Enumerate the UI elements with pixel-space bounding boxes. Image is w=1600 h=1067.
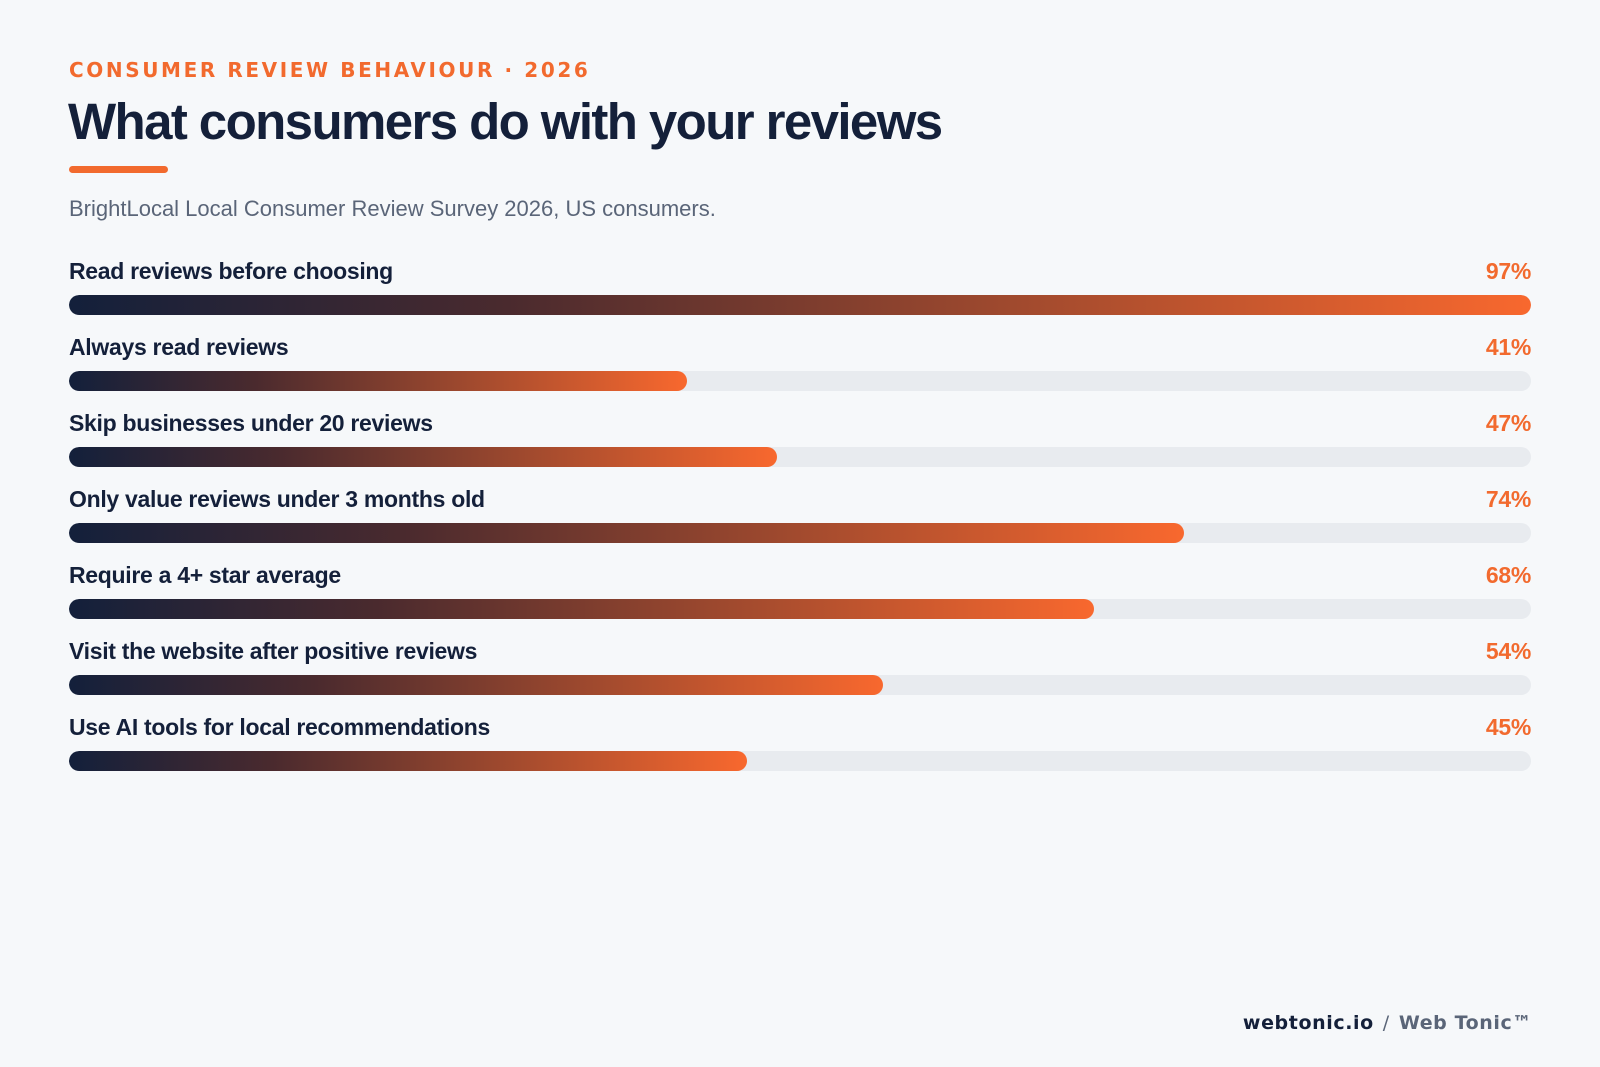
bar-label: Always read reviews xyxy=(69,334,289,360)
bar-row: Visit the website after positive reviews… xyxy=(69,636,1531,696)
footer-credit: webtonic.io / Web Tonic™ xyxy=(1243,1012,1532,1034)
chart-subtitle: BrightLocal Local Consumer Review Survey… xyxy=(69,196,716,221)
bar-label: Skip businesses under 20 reviews xyxy=(69,410,433,436)
bar-label: Only value reviews under 3 months old xyxy=(69,486,485,512)
bar-label: Read reviews before choosing xyxy=(69,258,393,284)
bar-value-label: 45% xyxy=(1485,714,1531,740)
bar-track xyxy=(69,371,1531,391)
bar-track xyxy=(69,675,1531,695)
bar-chart: Read reviews before choosing 97% Always re… xyxy=(69,0,1531,1067)
footer-domain[interactable]: webtonic.io xyxy=(1242,1012,1374,1034)
bar-row: Always read reviews 41% xyxy=(69,332,1531,392)
bar-track xyxy=(69,599,1531,619)
bar-row: Use AI tools for local recommendations 45… xyxy=(69,712,1531,772)
bar-track xyxy=(69,295,1531,315)
footer-brand: Web Tonic™ xyxy=(1398,1012,1532,1034)
bar-row: Read reviews before choosing 97% xyxy=(69,256,1531,316)
bar-value-label: 74% xyxy=(1485,486,1531,512)
bar-value-label: 54% xyxy=(1485,638,1531,664)
bar-fill xyxy=(69,523,1185,543)
bar-row: Require a 4+ star average 68% xyxy=(69,560,1531,620)
bar-track xyxy=(69,523,1531,543)
bar-track xyxy=(69,751,1531,771)
bar-fill xyxy=(69,295,1531,315)
bar-fill xyxy=(69,751,748,771)
bar-value-label: 47% xyxy=(1485,410,1531,436)
title-accent-rule xyxy=(69,166,168,173)
bar-fill xyxy=(69,371,687,391)
bar-fill xyxy=(69,447,778,467)
bar-fill xyxy=(69,675,883,695)
bar-fill xyxy=(69,599,1094,619)
bar-label: Use AI tools for local recommendations xyxy=(69,714,491,740)
footer-separator: / xyxy=(1382,1012,1390,1034)
eyebrow-label: CONSUMER REVIEW BEHAVIOUR · 2026 xyxy=(69,58,591,82)
bar-value-label: 41% xyxy=(1485,334,1531,360)
bar-label: Require a 4+ star average xyxy=(69,562,341,588)
page-title: What consumers do with your reviews xyxy=(68,93,943,150)
bar-value-label: 97% xyxy=(1485,258,1531,284)
bar-row: Skip businesses under 20 reviews 47% xyxy=(69,408,1531,468)
bar-value-label: 68% xyxy=(1485,562,1531,588)
bar-row: Only value reviews under 3 months old 74% xyxy=(69,484,1531,544)
bar-label: Visit the website after positive reviews xyxy=(69,638,478,664)
bar-track xyxy=(69,447,1531,467)
